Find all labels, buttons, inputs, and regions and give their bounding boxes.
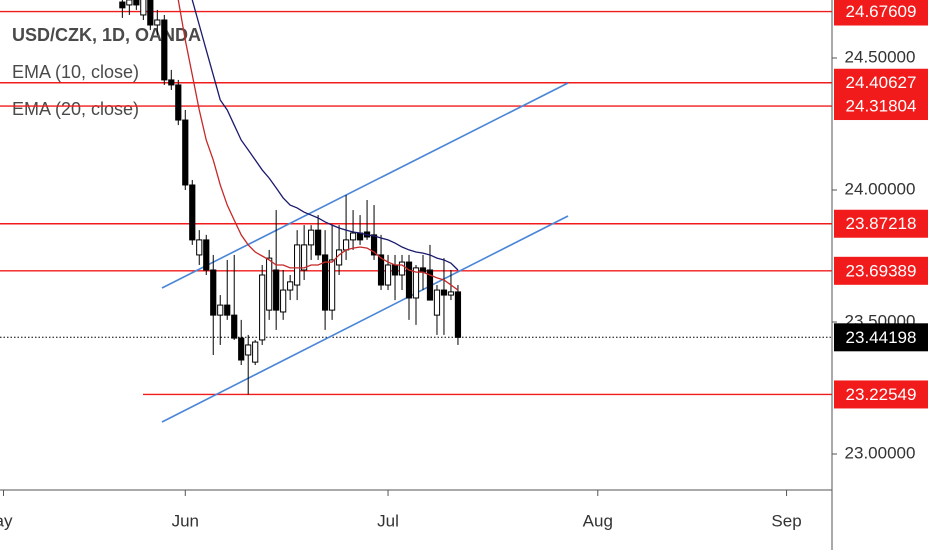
candle-body <box>391 264 399 276</box>
candle-body <box>224 304 231 316</box>
candle-body <box>252 341 259 363</box>
candle-body <box>133 0 140 6</box>
candle-body <box>308 229 315 246</box>
candle-body <box>412 267 420 299</box>
candle-body <box>440 289 448 296</box>
candle-body <box>245 344 252 356</box>
channel-upper <box>161 82 569 289</box>
level-label: 23.22549 <box>846 385 917 404</box>
candle-body <box>126 0 133 6</box>
candle-body <box>266 257 273 311</box>
level-label-box <box>834 380 928 409</box>
candle-body <box>426 269 434 301</box>
candle-body <box>196 239 203 256</box>
level-label: 24.67609 <box>846 2 917 21</box>
channel-lower <box>161 215 569 423</box>
candle-body <box>384 264 392 286</box>
level-label-box <box>834 0 928 26</box>
x-tick-label: ay <box>0 511 13 530</box>
candle-body <box>433 289 441 316</box>
candle-body <box>447 291 455 296</box>
level-label: 23.87218 <box>846 214 917 233</box>
candle-body <box>315 229 322 256</box>
level-label-box <box>834 92 928 121</box>
candle-body <box>273 269 280 311</box>
candle-body <box>280 289 287 313</box>
candle-body <box>231 314 238 339</box>
candle-body <box>377 254 385 286</box>
ema-line <box>177 0 459 291</box>
level-label: 24.40627 <box>846 73 917 92</box>
level-label-box <box>834 256 928 285</box>
legend: USD/CZK, 1D, OANDA EMA (10, close) EMA (… <box>12 25 201 119</box>
candle-body <box>175 84 182 121</box>
last-price-label: 23.44198 <box>846 328 917 347</box>
last-price-box <box>834 323 928 352</box>
candle-body <box>301 244 308 271</box>
candle-body <box>405 261 413 299</box>
candle-body <box>182 119 189 186</box>
candle-body <box>154 19 161 26</box>
candle-body <box>147 0 154 26</box>
candle-body <box>210 269 217 316</box>
candle-body <box>140 0 147 16</box>
candle-body <box>119 1 126 9</box>
x-tick-label: Aug <box>583 511 613 530</box>
candle-body <box>370 234 378 256</box>
candle-body <box>294 244 301 286</box>
candle-body <box>189 184 196 241</box>
candle-body <box>259 274 266 341</box>
x-tick-label: Jun <box>172 511 199 530</box>
level-label-box <box>834 209 928 238</box>
candle-body <box>349 232 357 241</box>
x-tick-label: Sep <box>771 511 801 530</box>
candle-body <box>322 254 329 311</box>
candle-body <box>398 261 406 276</box>
candle-body <box>161 19 168 81</box>
plot-area: USD/CZK, 1D, OANDA EMA (10, close) EMA (… <box>0 0 832 423</box>
legend-entry: EMA (10, close) <box>12 62 139 82</box>
candle-body <box>454 291 462 338</box>
chart-title: USD/CZK, 1D, OANDA <box>12 25 201 45</box>
legend-entry: EMA (20, close) <box>12 99 139 119</box>
x-tick-label: Jul <box>377 511 399 530</box>
candle-body <box>217 304 224 316</box>
candle-body <box>168 79 175 86</box>
candle-body <box>238 337 245 361</box>
candle-body <box>329 259 336 311</box>
candle-body <box>203 239 210 271</box>
ema-line <box>191 0 459 271</box>
candle-body <box>342 239 350 251</box>
level-label: 24.31804 <box>846 97 917 116</box>
y-tick-label: 24.50000 <box>845 47 916 66</box>
y-tick-label: 23.00000 <box>845 443 916 462</box>
y-tick-label: 24.00000 <box>845 179 916 198</box>
level-label: 23.69389 <box>846 261 917 280</box>
candle-body <box>287 281 294 291</box>
